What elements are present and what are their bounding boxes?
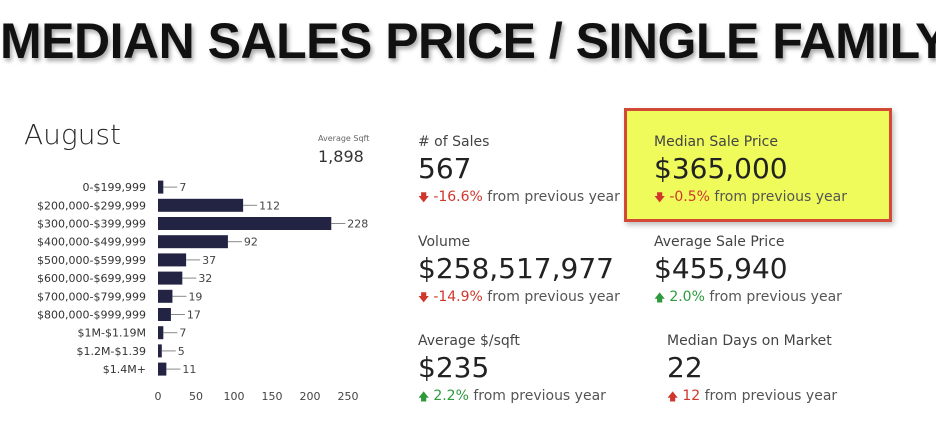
bar-category-label: $700,000-$799,999 xyxy=(37,290,146,303)
metric-change-pct: -16.6% xyxy=(433,189,483,205)
metric-sales: # of Sales 567 🡇 -16.6% from previous yea… xyxy=(418,134,620,208)
metric-change-suffix: from previous year xyxy=(473,388,606,404)
metric-volume: Volume $258,517,977 🡇 -14.9% from previou… xyxy=(418,234,620,308)
metric-value: 22 xyxy=(667,351,703,384)
bar-value-label: 112 xyxy=(259,199,280,212)
metric-label: Volume xyxy=(418,234,471,250)
x-tick-label: 100 xyxy=(224,390,245,403)
metric-change-pct: 2.0% xyxy=(669,289,705,305)
metric-label: Median Days on Market xyxy=(667,333,832,349)
bar-category-label: $600,000-$699,999 xyxy=(37,272,146,285)
bar-category-label: $1M-$1.19M xyxy=(78,327,146,340)
bar-category-label: $200,000-$299,999 xyxy=(37,199,146,212)
bar-category-label: $300,000-$399,999 xyxy=(37,218,146,231)
metric-change: 🡅 2.0% from previous year xyxy=(654,289,842,308)
metric-label: Average $/sqft xyxy=(418,333,520,349)
bar-value-label: 7 xyxy=(179,181,186,194)
bar xyxy=(158,289,173,303)
price-range-bar-chart: 0-$199,999 7 $200,000-$299,999 112 $300,000-… xyxy=(37,180,368,403)
bar xyxy=(158,362,167,376)
metric-median-sale-price: Median Sale Price $365,000 🡇 -0.5% from p… xyxy=(654,134,847,208)
metric-change-suffix: from previous year xyxy=(714,189,847,205)
bar-value-label: 17 xyxy=(187,309,201,322)
bar xyxy=(158,235,228,249)
bar xyxy=(158,308,171,321)
bar-category-label: $400,000-$499,999 xyxy=(37,236,146,249)
metric-change: 🡅 2.2% from previous year xyxy=(418,388,606,407)
metric-change-suffix: from previous year xyxy=(709,289,842,305)
arrow-up-icon: 🡅 xyxy=(418,390,430,403)
average-sqft-label: Average Sqft xyxy=(318,134,370,143)
metric-change: 🡇 -0.5% from previous year xyxy=(654,189,847,208)
average-sqft-value: 1,898 xyxy=(318,147,364,166)
arrow-down-icon: 🡇 xyxy=(654,191,666,204)
metric-average-price-per-sqft: Average $/sqft $235 🡅 2.2% from previous … xyxy=(418,333,606,407)
bar xyxy=(158,180,164,194)
bar xyxy=(158,217,332,230)
arrow-up-icon: 🡅 xyxy=(654,291,666,304)
bar xyxy=(158,271,183,285)
bar-category-label: 0-$199,999 xyxy=(83,181,146,194)
metric-change: 🡅 12 from previous year xyxy=(667,388,837,407)
bar xyxy=(158,326,164,340)
bar-value-label: 92 xyxy=(244,236,258,249)
highlight-box xyxy=(624,108,892,222)
metric-change: 🡇 -14.9% from previous year xyxy=(418,289,620,308)
bar xyxy=(158,253,187,267)
metric-value: $235 xyxy=(418,351,490,384)
bar-category-label: $800,000-$999,999 xyxy=(37,309,146,322)
bar-value-label: 37 xyxy=(202,254,216,267)
x-tick-label: 50 xyxy=(189,390,203,403)
month-label: August xyxy=(24,118,122,151)
arrow-down-icon: 🡇 xyxy=(418,291,430,304)
bar-category-label: $1.2M-$1.39 xyxy=(77,345,146,358)
metric-change-pct: 2.2% xyxy=(433,388,469,404)
bar-value-label: 32 xyxy=(198,272,212,285)
metric-change-suffix: from previous year xyxy=(704,388,838,404)
x-tick-label: 150 xyxy=(262,390,283,403)
metric-change-pct: 12 xyxy=(682,388,701,404)
x-tick-label: 200 xyxy=(300,390,321,403)
bar-value-label: 228 xyxy=(347,218,368,231)
metric-average-sale-price: Average Sale Price $455,940 🡅 2.0% from p… xyxy=(654,234,842,308)
metric-label: # of Sales xyxy=(418,134,490,150)
bar xyxy=(158,198,244,212)
metric-value: 567 xyxy=(418,152,472,185)
bar-value-label: 19 xyxy=(188,290,202,303)
metric-value: $365,000 xyxy=(654,152,788,185)
metric-label: Average Sale Price xyxy=(654,234,785,250)
bar-value-label: 11 xyxy=(182,363,196,376)
metric-change-pct: -0.5% xyxy=(669,189,710,205)
metric-label: Median Sale Price xyxy=(654,134,778,150)
metric-change-suffix: from previous year xyxy=(487,189,620,205)
bar-value-label: 5 xyxy=(178,345,185,358)
metric-change: 🡇 -16.6% from previous year xyxy=(418,189,620,208)
bar xyxy=(158,344,162,358)
arrow-down-icon: 🡇 xyxy=(418,191,430,204)
arrow-up-icon: 🡅 xyxy=(667,390,679,403)
metric-change-suffix: from previous year xyxy=(487,289,620,305)
bar-category-label: $500,000-$599,999 xyxy=(37,254,146,267)
metric-value: $455,940 xyxy=(654,252,788,285)
metric-value: $258,517,977 xyxy=(418,252,614,285)
page-title: MEDIAN SALES PRICE / SINGLE FAMILY xyxy=(0,13,936,69)
metric-change-pct: -14.9% xyxy=(433,289,483,305)
metric-median-days-on-market: Median Days on Market 22 🡅 12 from previo… xyxy=(667,333,837,407)
x-tick-label: 0 xyxy=(155,390,162,403)
bar-category-label: $1.4M+ xyxy=(103,363,146,376)
bar-value-label: 7 xyxy=(179,327,186,340)
x-tick-label: 250 xyxy=(338,390,359,403)
